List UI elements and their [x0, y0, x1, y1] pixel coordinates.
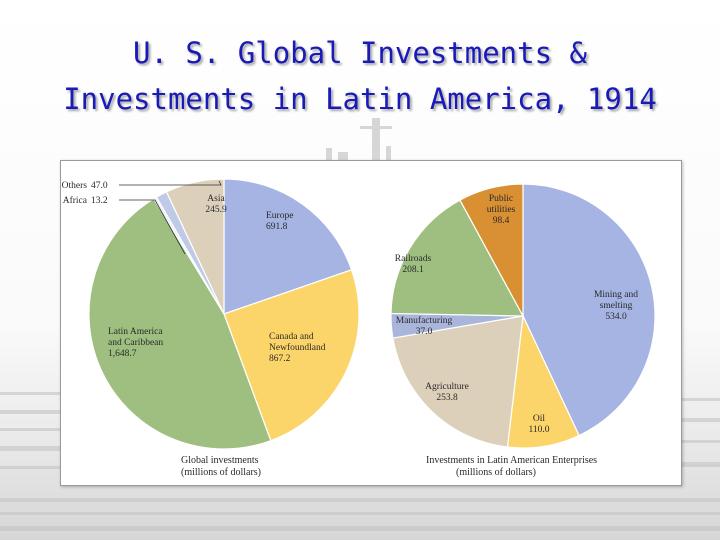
global-slice-canada-and-newfoundland — [223, 269, 360, 442]
global-label-europe-value: 691.8 — [266, 222, 288, 232]
global-label-europe: Europe 691.8 — [266, 211, 293, 232]
global-caption-line-1: Global investments — [181, 455, 259, 466]
latam-label-railroads-value: 208.1 — [402, 265, 424, 275]
latam-label-agriculture: Agriculture 253.8 — [425, 382, 469, 403]
global-label-others-value: 47.0 — [91, 181, 108, 191]
global-label-canada-and-newfoundland-value: 867.2 — [269, 354, 291, 364]
latam-label-oil-text: Oil — [533, 414, 546, 424]
latam-label-agriculture-text: Agriculture — [425, 382, 469, 392]
global-label-asia-value: 245.9 — [205, 205, 227, 215]
latam-slice-railroads — [390, 199, 525, 317]
global-label-asia-text: Asia — [207, 194, 225, 204]
global-label-canada-and-newfoundland-text: Newfoundland — [269, 342, 326, 353]
global-label-asia: Asia 245.9 — [205, 194, 227, 215]
latam-label-oil: Oil 110.0 — [528, 414, 549, 435]
global-label-africa-leader-line — [119, 199, 186, 255]
latam-label-railroads-text: Railroads — [395, 254, 432, 264]
global-investments-pie: Europe 691.8 Canada and Newfoundland 867.2 La… — [62, 178, 360, 450]
latam-label-public-utilities-text: utilities — [487, 205, 516, 215]
global-label-latin-america-and-caribbean-text: Latin America — [108, 327, 163, 337]
global-label-canada-and-newfoundland: Canada and Newfoundland 867.2 — [269, 332, 326, 364]
latam-slice-mining-and-smelting — [522, 183, 656, 437]
global-caption-line-2: (millions of dollars) — [181, 467, 261, 478]
global-label-others: Others — [62, 181, 88, 191]
global-label-others-leader-line — [119, 180, 222, 186]
global-label-europe-text: Europe — [266, 211, 293, 221]
slide-title: U. S. Global Investments & Investments i… — [0, 30, 720, 122]
global-label-latin-america-and-caribbean: Latin America and Caribbean 1,648.7 — [108, 327, 163, 359]
latam-slice-agriculture — [392, 315, 524, 448]
global-label-africa-value: 13.2 — [91, 196, 108, 206]
figure-panel: Europe 691.8 Canada and Newfoundland 867.2 La… — [60, 160, 682, 486]
latam-label-mining-and-smelting-text: Mining and — [594, 290, 638, 300]
latam-caption-line-1: Investments in Latin American Enterprise… — [426, 455, 597, 466]
latam-label-railroads: Railroads 208.1 — [395, 254, 432, 275]
latam-label-manufacturing-text: Manufacturing — [396, 315, 453, 326]
global-label-latin-america-and-caribbean-text: and Caribbean — [108, 338, 163, 348]
latam-label-oil-value: 110.0 — [528, 425, 549, 435]
pie-charts: Europe 691.8 Canada and Newfoundland 867.2 La… — [62, 178, 656, 478]
latam-label-manufacturing-value: 37.0 — [416, 327, 433, 337]
latam-label-mining-and-smelting: Mining and smelting 534.0 — [594, 290, 638, 322]
latam-label-public-utilities-value: 98.4 — [493, 216, 510, 226]
global-slice-latin-america-and-caribbean — [88, 197, 272, 450]
slide-title-line-2: Investments in Latin America, 1914 — [63, 82, 657, 116]
global-slice-asia — [165, 178, 225, 315]
latam-slice-public-utilities — [459, 183, 524, 317]
latam-label-manufacturing: Manufacturing 37.0 — [396, 315, 453, 337]
global-label-latin-america-and-caribbean-value: 1,648.7 — [108, 349, 137, 359]
latam-label-mining-and-smelting-value: 534.0 — [605, 312, 627, 322]
slide-title-line-1: U. S. Global Investments & — [133, 36, 587, 70]
latam-label-agriculture-value: 253.8 — [436, 393, 458, 403]
latam-label-public-utilities: Public utilities 98.4 — [487, 194, 516, 226]
latin-america-investments-pie: Mining and smelting 534.0 Oil 110.0 Agricultu… — [390, 183, 656, 449]
global-label-canada-and-newfoundland-text: Canada and — [269, 332, 314, 342]
latam-label-public-utilities-text: Public — [489, 194, 513, 204]
global-label-africa: Africa — [63, 195, 88, 206]
latam-caption-line-2: (millions of dollars) — [456, 467, 536, 478]
latam-label-mining-and-smelting-text: smelting — [600, 301, 633, 311]
